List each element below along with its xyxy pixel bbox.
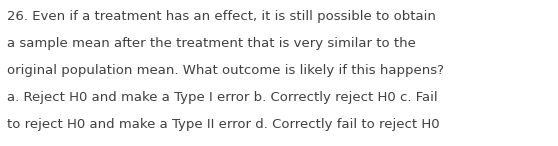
Text: a sample mean after the treatment that is very similar to the: a sample mean after the treatment that i… [7,37,416,50]
Text: to reject H0 and make a Type II error d. Correctly fail to reject H0: to reject H0 and make a Type II error d.… [7,118,439,131]
Text: a. Reject H0 and make a Type I error b. Correctly reject H0 c. Fail: a. Reject H0 and make a Type I error b. … [7,91,437,104]
Text: 26. Even if a treatment has an effect, it is still possible to obtain: 26. Even if a treatment has an effect, i… [7,10,436,23]
Text: original population mean. What outcome is likely if this happens?: original population mean. What outcome i… [7,64,444,77]
